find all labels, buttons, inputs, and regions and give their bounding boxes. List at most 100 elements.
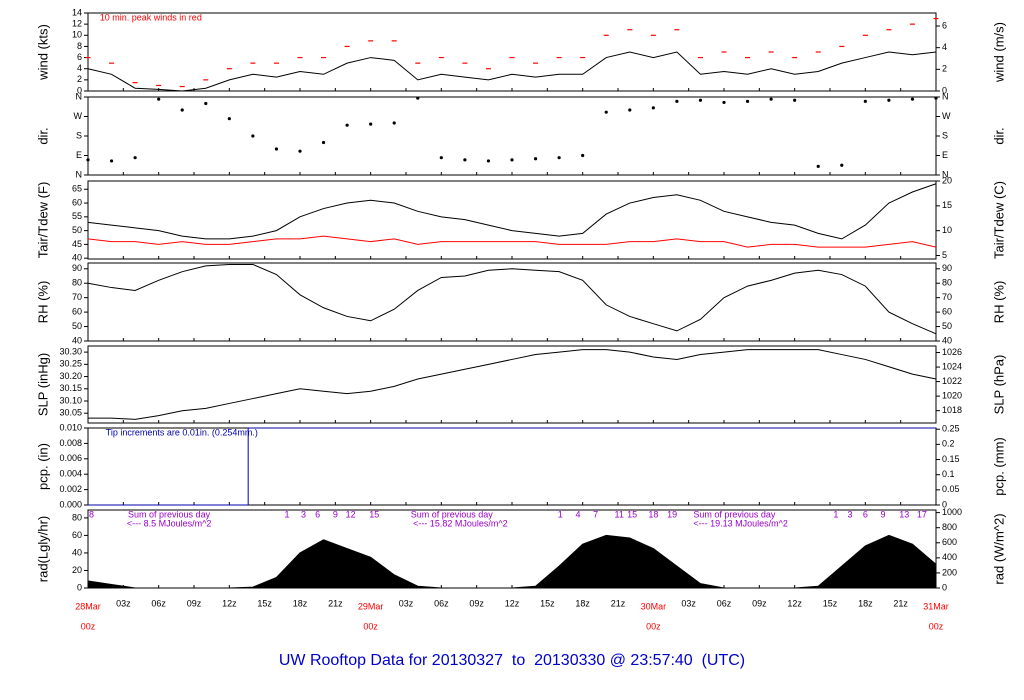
y2-axis-label: RH (%) [991,281,1006,324]
y-tick-label: 50 [72,321,82,331]
x-tick-label: 12z [222,598,237,608]
y2-axis-label: dir. [991,127,1006,144]
point [604,110,608,114]
y2-tick-label: 1000 [942,507,962,517]
y2-tick-label: 0.2 [942,439,955,449]
point [274,147,279,151]
point [863,99,867,103]
x-tick-label: 00z [929,621,944,631]
point [204,101,208,106]
x-tick-label: 12z [787,598,802,608]
annotation: 12 [346,509,356,519]
y-tick-label: 0 [77,85,82,95]
line [88,427,936,506]
annotation: 3 [301,509,306,519]
point [628,108,632,112]
point [157,97,161,101]
y2-tick-label: N [942,169,949,179]
y2-tick-label: 70 [942,292,952,302]
y2-tick-label: 0 [942,499,947,509]
y-tick-label: 30.10 [59,395,82,405]
y2-tick-label: 6 [942,20,947,30]
y-tick-label: 30.30 [59,346,82,356]
y-tick-label: 50 [72,225,82,235]
annotation: 6 [863,509,868,519]
x-tick-label: 15z [257,598,272,608]
point [533,157,538,161]
y2-tick-label: 1026 [942,347,962,357]
x-tick-label: 21z [328,598,343,608]
y-axis-label: wind (kts) [35,24,50,81]
x-tick-label: 12z [505,598,520,608]
y2-axis-label: SLP (hPa) [991,355,1006,415]
y2-tick-label: 200 [942,567,957,577]
point [651,106,655,110]
point [345,123,349,127]
y2-tick-label: 0.05 [942,484,960,494]
y2-tick-label: 1020 [942,390,962,400]
y-tick-label: 20 [72,565,82,575]
x-tick-label: 09z [469,598,484,608]
point [793,98,797,102]
point [769,97,773,101]
y2-tick-label: 400 [942,552,957,562]
y2-axis-label: Tair/Tdew (C) [991,181,1006,259]
y2-tick-label: S [942,130,948,140]
point [251,134,255,138]
y2-tick-label: 0.15 [942,454,960,464]
annotation: 4 [575,509,580,519]
point [392,121,396,125]
point [227,117,231,121]
y-axis-label: Tair/Tdew (F) [35,182,50,259]
y-tick-label: W [74,111,83,121]
x-tick-label: 18z [858,598,873,608]
y-tick-label: 45 [72,239,82,249]
point [486,159,491,163]
y2-tick-label: 0.1 [942,469,955,479]
y-tick-label: 80 [72,512,82,522]
y2-tick-label: 2 [942,64,947,74]
annotation: 15 [369,509,379,519]
area [87,534,937,589]
point [463,158,467,162]
point [180,108,184,112]
annotation: 1 [833,509,838,519]
y2-tick-label: 60 [942,306,952,316]
y2-tick-label: 1018 [942,405,962,415]
point [675,99,679,103]
annotation: 13 [899,509,909,519]
point [369,122,373,126]
y-tick-label: 0.004 [59,469,82,479]
annotation: Sum of previous day [693,509,776,519]
point [816,164,820,168]
y2-tick-label: 0.25 [942,424,960,434]
x-tick-label: 09z [187,598,202,608]
annotation: 7 [593,509,598,519]
point [510,158,514,162]
point [557,156,561,160]
y2-tick-label: 20 [942,175,952,185]
annotation: 11 [615,509,624,519]
y-tick-label: 0.008 [59,438,82,448]
x-tick-label: 06z [151,598,166,608]
y-tick-label: 30.15 [59,383,82,393]
y2-tick-label: N [942,91,949,101]
y-tick-label: 90 [72,263,82,273]
point [581,153,585,158]
y2-axis-label: pcp. (mm) [991,437,1006,496]
x-tick-label: 03z [116,598,131,608]
y2-tick-label: 600 [942,537,957,547]
annotation: <--- 8.5 MJoules/m^2 [127,518,212,528]
y2-tick-label: 0 [942,85,947,95]
y2-axis-label: wind (m/s) [991,22,1006,83]
y2-tick-label: 4 [942,42,947,52]
y-axis-label: RH (%) [35,281,50,324]
point [321,140,326,145]
point [934,96,938,100]
annotation: 3 [848,509,853,519]
y2-tick-label: 90 [942,263,952,273]
annotation: <--- 19.13 MJoules/m^2 [693,518,788,528]
y-tick-label: 6 [77,52,82,62]
annotation: 17 [917,509,927,519]
